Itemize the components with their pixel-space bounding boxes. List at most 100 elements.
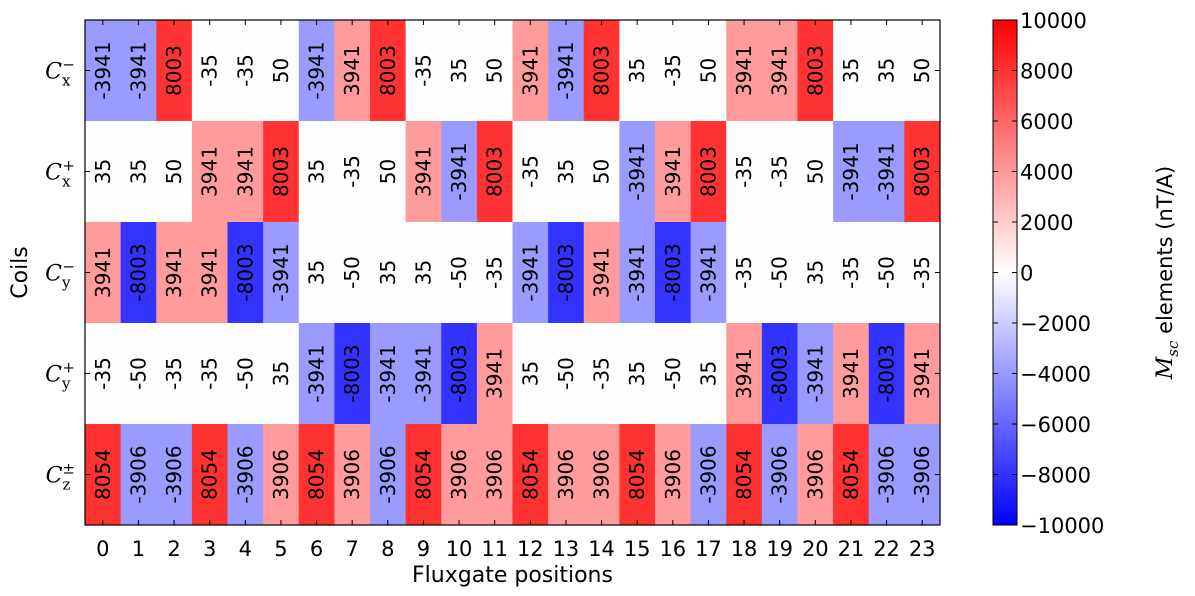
heatmap-cell xyxy=(156,323,193,425)
cell-value-label: 3941 xyxy=(910,348,934,399)
cell-value-label: 3906 xyxy=(269,449,293,500)
cell-value-label: 3906 xyxy=(483,449,507,500)
cell-value-label: -3941 xyxy=(839,142,863,200)
cell-value-label: 8003 xyxy=(269,146,293,197)
x-tick-label: 8 xyxy=(381,537,394,561)
cell-value-label: -50 xyxy=(875,256,899,289)
coil-label-subscript: x xyxy=(62,72,71,90)
cell-value-label: 35 xyxy=(269,361,293,386)
heatmap-cell xyxy=(797,20,834,122)
heatmap-cell xyxy=(156,222,193,324)
cell-value-label: -35 xyxy=(233,54,257,87)
x-tick-label: 5 xyxy=(274,537,287,561)
heatmap-cell xyxy=(334,424,371,526)
cell-value-label: -8003 xyxy=(233,243,257,301)
heatmap-cell xyxy=(904,323,941,425)
cell-value-label: -3941 xyxy=(91,41,115,99)
heatmap-cell xyxy=(298,323,335,425)
cell-value-label: 8054 xyxy=(732,449,756,500)
cell-value-label: -50 xyxy=(661,357,685,390)
cell-value-label: -3941 xyxy=(554,41,578,99)
colorbar-tick-label: 4000 xyxy=(1020,161,1073,185)
heatmap-cell xyxy=(227,323,264,425)
heatmap-cell xyxy=(868,121,905,223)
heatmap-cell xyxy=(868,323,905,425)
heatmap-cell xyxy=(583,222,620,324)
heatmap-cell xyxy=(583,121,620,223)
cell-value-label: 3941 xyxy=(483,348,507,399)
colorbar-tick-label: −8000 xyxy=(1020,464,1091,488)
cell-value-label: 35 xyxy=(447,58,471,83)
heatmap-cell xyxy=(370,222,407,324)
heatmap-cell xyxy=(548,323,585,425)
heatmap-cell xyxy=(761,424,798,526)
colorbar-label-text: elements (nT/A) xyxy=(1153,166,1177,341)
cell-value-label: 8054 xyxy=(518,449,542,500)
cell-value-label: 35 xyxy=(875,58,899,83)
cell-value-label: 3941 xyxy=(162,247,186,298)
heatmap-cell xyxy=(476,121,513,223)
heatmap-cell xyxy=(441,222,478,324)
heatmap-cell xyxy=(263,323,300,425)
x-tick-label: 14 xyxy=(588,537,615,561)
x-axis-ticks: 0 1 2 3 4 5 6 7 8 9 10 11 12 13 14 15 16 17 18 19 20 21 22 23 xyxy=(96,20,936,561)
cell-value-label: -50 xyxy=(447,256,471,289)
heatmap-cell xyxy=(904,222,941,324)
heatmap-cell xyxy=(726,20,763,122)
heatmap-cell xyxy=(833,424,870,526)
heatmap-cell xyxy=(690,222,727,324)
colorbar-tick-label: −10000 xyxy=(1020,514,1104,538)
heatmap-cell xyxy=(227,121,264,223)
cell-value-label: 3941 xyxy=(590,247,614,298)
cell-value-label: 8054 xyxy=(625,449,649,500)
heatmap-cell xyxy=(904,424,941,526)
y-tick-label: Cy− xyxy=(45,258,75,292)
cell-value-label: 3941 xyxy=(732,348,756,399)
heatmap-cell xyxy=(726,424,763,526)
cell-value-label: -3941 xyxy=(305,344,329,402)
heatmap-cell xyxy=(690,424,727,526)
heatmap-cell xyxy=(833,20,870,122)
heatmap-cell xyxy=(797,323,834,425)
cell-value-label: -8003 xyxy=(340,344,364,402)
cell-value-label: 35 xyxy=(839,58,863,83)
heatmap-cell xyxy=(761,20,798,122)
cell-value-label: -35 xyxy=(340,155,364,188)
heatmap-cell xyxy=(191,121,228,223)
cell-value-label: -8003 xyxy=(447,344,471,402)
heatmap-cell xyxy=(619,20,656,122)
cell-value-label: -3941 xyxy=(625,142,649,200)
coil-label-base: C xyxy=(45,363,62,388)
cell-value-label: 8054 xyxy=(305,449,329,500)
colorbar-tick-label: −2000 xyxy=(1020,312,1091,336)
heatmap-cell xyxy=(370,424,407,526)
heatmap-cell xyxy=(298,424,335,526)
heatmap-cell xyxy=(405,20,442,122)
colorbar-tick-label: 2000 xyxy=(1020,211,1073,235)
coil-label-subscript: y xyxy=(61,274,71,292)
heatmap-cell xyxy=(156,121,193,223)
x-tick-label: 23 xyxy=(909,537,936,561)
heatmap-cell xyxy=(120,121,157,223)
heatmap-cell xyxy=(120,20,157,122)
cell-value-label: 8054 xyxy=(411,449,435,500)
cell-value-label: 3941 xyxy=(233,146,257,197)
cell-value-label: 3941 xyxy=(340,45,364,96)
heatmap-cell xyxy=(85,222,122,324)
heatmap-cell xyxy=(405,222,442,324)
coil-label-subscript: x xyxy=(62,173,71,191)
cell-value-label: 3941 xyxy=(411,146,435,197)
cell-value-label: -35 xyxy=(483,256,507,289)
cell-value-label: 3941 xyxy=(732,45,756,96)
heatmap-cell xyxy=(797,424,834,526)
cell-value-label: -3941 xyxy=(269,243,293,301)
x-axis-label: Fluxgate positions xyxy=(412,563,613,588)
cell-value-label: 8003 xyxy=(803,45,827,96)
heatmap-cell xyxy=(441,20,478,122)
heatmap-cell xyxy=(512,121,549,223)
heatmap-cell xyxy=(191,424,228,526)
heatmap-cell xyxy=(120,424,157,526)
cell-value-label: 3906 xyxy=(340,449,364,500)
heatmap-cell xyxy=(512,323,549,425)
coil-label-superscript: − xyxy=(62,56,75,74)
